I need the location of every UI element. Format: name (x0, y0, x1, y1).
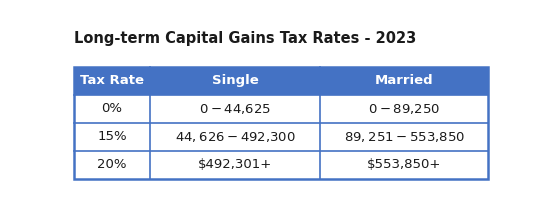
Text: $553,850+: $553,850+ (367, 158, 441, 171)
Text: $492,301+: $492,301+ (198, 158, 272, 171)
Text: Tax Rate: Tax Rate (80, 74, 144, 87)
Text: $0 - $89,250: $0 - $89,250 (368, 102, 440, 116)
Text: 20%: 20% (97, 158, 127, 171)
FancyBboxPatch shape (73, 67, 488, 95)
Text: Long-term Capital Gains Tax Rates - 2023: Long-term Capital Gains Tax Rates - 2023 (73, 31, 416, 46)
Text: $89,251 - $553,850: $89,251 - $553,850 (344, 130, 465, 144)
Text: 15%: 15% (97, 130, 127, 143)
Text: $0 - $44,625: $0 - $44,625 (199, 102, 271, 116)
Text: Single: Single (212, 74, 259, 87)
Text: 0%: 0% (101, 102, 122, 115)
Text: Married: Married (375, 74, 433, 87)
Text: $44,626 - $492,300: $44,626 - $492,300 (175, 130, 296, 144)
